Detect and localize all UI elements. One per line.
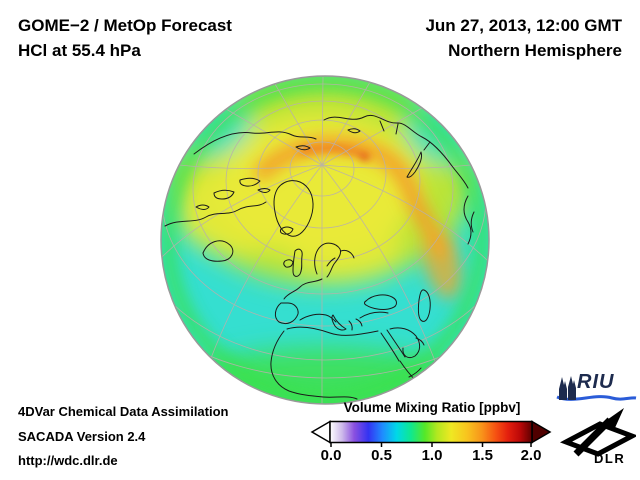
colorbar-gradient-bar	[329, 420, 533, 444]
tick-label-1: 0.5	[371, 447, 392, 464]
riu-logo-text: RIU	[577, 371, 615, 393]
riu-logo	[556, 376, 637, 401]
tick-label-3: 1.5	[472, 447, 493, 464]
colorbar-left-arrow	[310, 420, 331, 444]
red-maximum-spot	[360, 153, 368, 161]
plot-title-line1: GOME−2 / MetOp Forecast	[18, 16, 232, 35]
dlr-logo-text: DLR	[594, 451, 626, 466]
coastlines	[164, 115, 475, 400]
credit-line2: SACADA Version 2.4	[18, 428, 146, 444]
plot-title-line2: HCl at 55.4 hPa	[18, 41, 141, 60]
tick-label-0: 0.0	[320, 447, 342, 464]
plot-region: Northern Hemisphere	[448, 41, 622, 60]
credits: 4DVar Chemical Data Assimilation SACADA …	[18, 400, 229, 474]
dlr-arrow-shaft-icon	[573, 417, 613, 457]
graticule	[161, 76, 489, 404]
plot-datetime-block: Jun 27, 2013, 12:00 GMT Northern Hemisph…	[425, 13, 622, 63]
dlr-arrow-head-icon	[604, 408, 624, 430]
plot-datetime: Jun 27, 2013, 12:00 GMT	[425, 16, 622, 35]
credit-url: http://wdc.dlr.de	[18, 453, 118, 468]
plot-title: GOME−2 / MetOp Forecast HCl at 55.4 hPa	[18, 13, 232, 63]
credit-line1: 4DVar Chemical Data Assimilation	[18, 404, 229, 419]
tick-label-4: 2.0	[520, 447, 542, 464]
dlr-rhombus-icon	[560, 421, 636, 457]
colorbar-right-arrow	[531, 420, 552, 444]
globe-limb-border	[160, 75, 490, 405]
polar-orange-band	[254, 136, 462, 299]
colorbar-tick-marks	[330, 443, 532, 447]
colorbar	[310, 420, 552, 447]
colorbar-tick-labels: 0.0 0.5 1.0 1.5 2.0	[309, 447, 553, 465]
dlr-logo	[560, 408, 636, 457]
colorbar-title: Volume Mixing Ratio [ppbv]	[343, 400, 521, 415]
tick-label-2: 1.0	[421, 447, 443, 464]
cathedral-icon	[559, 376, 576, 400]
